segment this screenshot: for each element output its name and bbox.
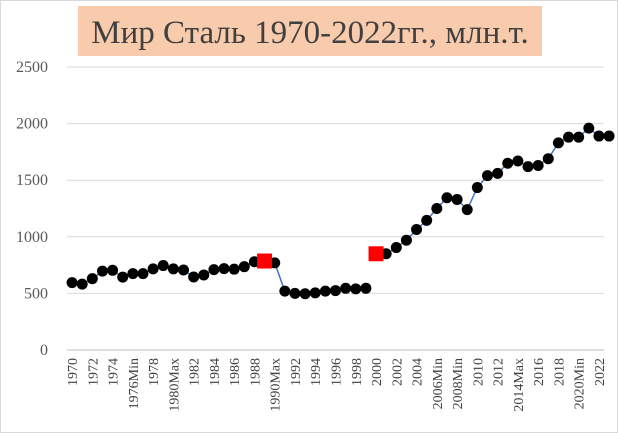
x-tick-label: 2006Min [431,358,446,409]
data-point-1976 [127,268,139,280]
data-point-1978 [147,263,159,275]
data-point-1984 [208,264,220,276]
data-point-1980 [167,263,179,275]
y-tick-label: 0 [40,342,48,359]
data-point-1997 [340,282,352,294]
data-point-2018 [552,137,564,149]
data-point-1977 [137,268,149,280]
x-tick-label: 1982 [188,358,203,386]
data-point-2010 [471,182,483,194]
x-tick-label: 1976Min [127,358,142,409]
data-point-2011 [481,170,493,182]
data-point-1983 [198,269,210,281]
y-tick-label: 1500 [16,172,48,189]
data-point-1981 [178,264,190,276]
grid-layer [67,66,604,351]
data-point-1987 [238,261,250,273]
x-tick-label: 2022 [593,358,608,386]
x-tick-label: 1980Max [167,358,182,412]
x-tick-label: 1974 [107,358,122,386]
data-point-1995 [319,285,331,297]
data-point-1979 [157,260,169,272]
data-point-2009 [461,204,473,216]
data-point-1973 [96,265,108,277]
x-tick-label: 2004 [411,358,426,386]
highlight-marker-2000 [368,246,384,262]
x-tick-label: 2000 [370,358,385,386]
data-point-1982 [188,271,200,283]
data-point-2014 [512,155,524,167]
data-point-2003 [400,234,412,246]
highlight-marker-1989 [257,253,273,269]
x-tick-label: 2020Min [573,358,588,409]
chart-title-background [78,6,542,56]
x-tick-label: 1992 [289,358,304,386]
data-point-2017 [542,153,554,165]
data-point-1992 [289,287,301,299]
x-tick-label: 1978 [147,358,162,386]
data-point-2020 [573,131,585,143]
data-point-1993 [299,288,311,300]
x-tick-label: 2014Max [512,358,527,412]
series-line [376,127,610,255]
data-point-2002 [390,242,402,254]
data-point-2004 [411,223,423,235]
data-point-1994 [309,287,321,299]
y-tick-label: 1000 [16,229,48,246]
data-point-2019 [563,131,575,143]
y-axis-ticks: 0 500 1000 1500 2000 2500 [16,59,48,359]
data-point-undefined [603,130,615,142]
x-tick-label: 1970 [66,358,81,386]
data-point-1991 [279,285,291,297]
data-point-1996 [330,285,341,297]
x-tick-label: 1996 [330,358,345,386]
y-tick-label: 2000 [16,116,48,133]
y-tick-label: 500 [24,285,48,302]
x-axis-ticks: 1970 1972 1974 1976Min 1978 1980Max 1982 1984 19… [66,358,608,412]
chart-title: Мир Сталь 1970-2022гг., млн.т. [91,15,528,51]
x-tick-label: 2002 [390,358,405,386]
data-point-2005 [421,214,433,226]
x-tick-label: 2016 [532,358,547,386]
highlight-layer [257,246,384,269]
data-point-2022 [593,130,605,142]
data-point-1986 [228,263,240,275]
data-point-2013 [502,157,514,169]
data-point-1974 [107,264,119,276]
x-tick-label: 1990Max [269,358,284,412]
data-point-1998 [350,283,362,295]
data-point-2021 [583,122,595,134]
x-tick-label: 1988 [248,358,263,386]
x-tick-label: 1972 [86,358,101,386]
x-tick-label: 2018 [552,358,567,386]
data-point-2008 [451,193,463,205]
data-point-2006 [431,203,443,214]
x-tick-label: 2008Min [451,358,466,409]
x-tick-label: 2010 [471,358,486,386]
data-point-layer [66,122,615,300]
data-point-1985 [218,263,230,275]
data-point-2016 [532,159,544,171]
x-tick-label: 1998 [350,358,365,386]
data-point-1970 [66,277,78,289]
x-tick-label: 2012 [492,358,507,386]
data-point-2012 [492,167,504,179]
data-point-2007 [441,192,453,204]
data-point-1975 [117,271,129,283]
data-point-1971 [76,278,88,290]
y-tick-label: 2500 [16,59,48,76]
x-tick-label: 1994 [309,358,324,386]
data-point-1972 [86,273,98,285]
data-point-2015 [522,161,534,173]
data-point-1999 [360,282,372,294]
x-tick-label: 1984 [208,358,223,386]
x-tick-label: 1986 [228,358,243,386]
